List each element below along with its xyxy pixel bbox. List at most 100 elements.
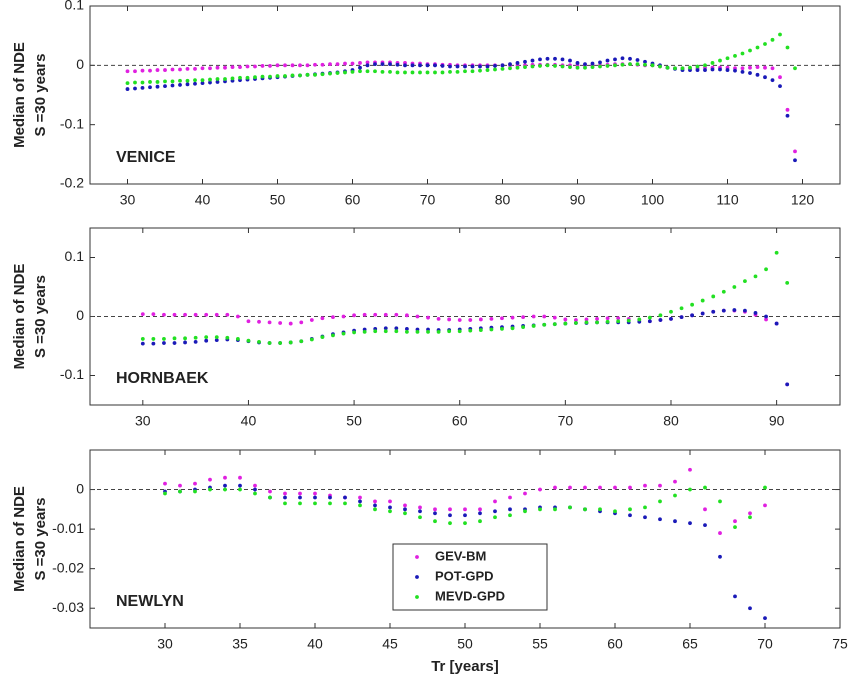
y-tick-label: -0.2 <box>60 175 84 191</box>
x-tick-label: 60 <box>345 192 361 208</box>
point <box>478 64 482 69</box>
point <box>485 64 490 69</box>
point <box>478 511 482 516</box>
y-tick-label: 0.1 <box>65 0 85 13</box>
point <box>515 61 520 65</box>
point <box>743 308 747 313</box>
point <box>200 78 205 83</box>
point <box>658 64 662 69</box>
x-axis-label: Tr [years] <box>431 658 499 675</box>
point <box>328 495 332 500</box>
point <box>418 70 422 75</box>
point <box>162 341 166 345</box>
point <box>590 65 595 70</box>
point <box>616 319 621 324</box>
point <box>223 483 227 488</box>
x-tick-label: 90 <box>769 413 785 429</box>
point <box>436 316 441 321</box>
point <box>290 63 295 68</box>
point <box>433 63 437 68</box>
point <box>230 76 235 81</box>
point <box>365 63 370 68</box>
point <box>778 84 782 88</box>
point <box>658 313 663 318</box>
point <box>688 65 692 70</box>
point <box>538 64 542 68</box>
point <box>493 67 497 72</box>
point <box>193 78 197 83</box>
point <box>214 338 219 342</box>
point <box>500 326 504 331</box>
point <box>690 302 695 307</box>
point <box>433 511 437 516</box>
point <box>568 65 572 70</box>
point <box>530 64 535 69</box>
point <box>457 329 462 334</box>
point <box>605 316 610 321</box>
point <box>635 58 640 62</box>
point <box>542 322 547 327</box>
point <box>178 78 182 83</box>
point <box>193 339 198 344</box>
point <box>298 63 302 68</box>
y-axis-label: S =30 years <box>32 54 49 137</box>
point <box>688 521 692 526</box>
point <box>470 69 475 74</box>
point <box>267 320 272 325</box>
point <box>605 64 610 68</box>
point <box>253 483 257 488</box>
point <box>718 499 722 504</box>
point <box>405 313 409 318</box>
y-axis-label: S =30 years <box>32 275 49 358</box>
point <box>510 315 515 320</box>
point <box>563 317 568 322</box>
point <box>388 62 392 67</box>
point <box>605 58 610 63</box>
point <box>721 308 726 313</box>
point <box>395 62 400 67</box>
point <box>358 61 362 65</box>
point <box>331 315 335 319</box>
point <box>620 56 625 61</box>
point <box>245 75 250 80</box>
point <box>568 58 572 63</box>
point <box>523 59 527 64</box>
point <box>793 149 797 154</box>
point <box>403 503 407 508</box>
point <box>628 485 632 490</box>
point <box>395 70 400 75</box>
point <box>193 481 197 486</box>
point <box>598 60 602 65</box>
point <box>643 483 647 488</box>
y-tick-label: -0.03 <box>52 599 84 615</box>
point <box>223 65 227 70</box>
point <box>785 382 790 387</box>
point <box>290 73 295 78</box>
point <box>613 57 617 62</box>
point <box>403 70 407 75</box>
point <box>463 521 467 526</box>
point <box>140 68 145 73</box>
point <box>204 338 209 343</box>
point <box>373 69 377 74</box>
point <box>455 64 460 69</box>
point <box>133 69 137 74</box>
point <box>405 329 409 334</box>
x-tick-label: 100 <box>641 192 665 208</box>
point <box>763 65 767 70</box>
point <box>162 312 166 317</box>
point <box>521 315 525 319</box>
point <box>358 503 362 508</box>
point <box>598 507 602 512</box>
point <box>208 66 212 71</box>
point <box>647 319 652 324</box>
point <box>320 335 325 340</box>
y-axis-label: S =30 years <box>32 498 49 581</box>
point <box>373 507 377 512</box>
x-tick-label: 50 <box>457 636 473 652</box>
point <box>223 487 227 492</box>
point <box>433 507 437 512</box>
point <box>613 509 617 514</box>
x-tick-label: 40 <box>241 413 257 429</box>
